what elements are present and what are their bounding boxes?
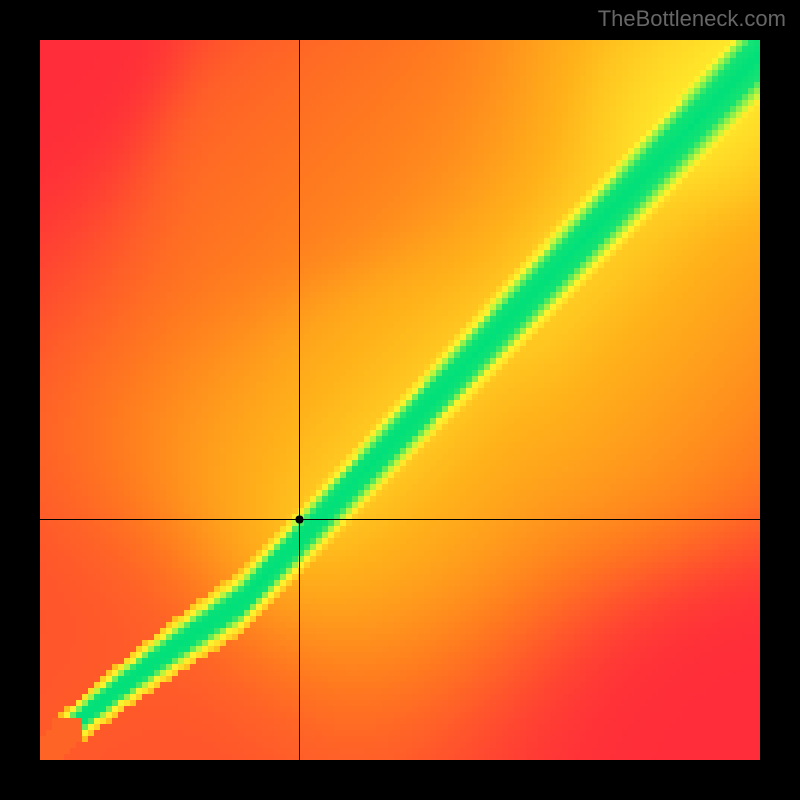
watermark-text: TheBottleneck.com bbox=[598, 6, 786, 32]
chart-container: TheBottleneck.com bbox=[0, 0, 800, 800]
heatmap-canvas bbox=[40, 40, 760, 760]
plot-area bbox=[40, 40, 760, 760]
